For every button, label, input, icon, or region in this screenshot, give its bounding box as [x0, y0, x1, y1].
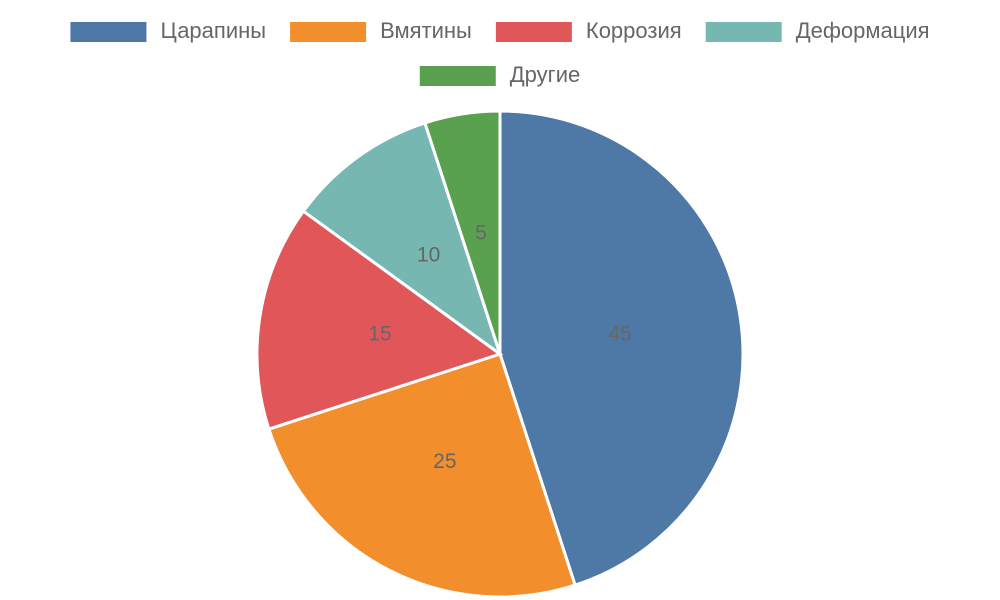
data-label: 10	[417, 243, 440, 266]
legend-swatch	[70, 22, 147, 42]
legend-swatch	[419, 66, 496, 86]
legend-label: Коррозия	[586, 18, 682, 43]
pie-slice	[423, 109, 502, 355]
legend-swatch	[495, 22, 572, 42]
pie-slice	[255, 209, 504, 431]
legend-item: Коррозия	[495, 18, 682, 43]
legend-label: Вмятины	[380, 18, 472, 43]
legend-label: Царапины	[160, 18, 266, 43]
data-label: 45	[608, 323, 631, 346]
pie-slice	[498, 109, 745, 587]
legend-swatch	[290, 22, 367, 42]
pie-slice	[301, 121, 503, 358]
legend-label: Деформация	[796, 18, 930, 43]
legend-item: Деформация	[705, 18, 930, 43]
legend-item: Царапины	[70, 18, 266, 43]
legend-item: Другие	[419, 62, 580, 87]
data-label: 5	[475, 222, 487, 245]
data-label: 25	[433, 450, 456, 473]
pie-slice	[267, 352, 577, 599]
data-label: 15	[368, 323, 391, 346]
legend-swatch	[705, 22, 782, 42]
legend-item: Вмятины	[290, 18, 472, 43]
legend-label: Другие	[510, 62, 580, 87]
